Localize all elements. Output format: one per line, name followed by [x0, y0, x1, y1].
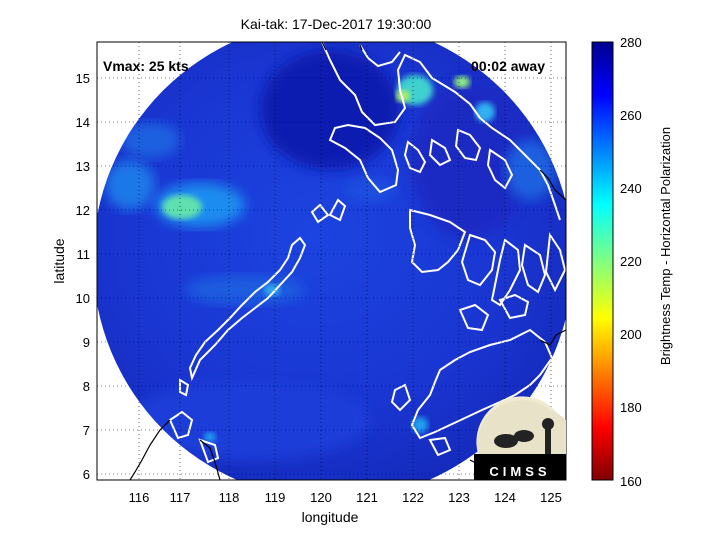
y-tick-label: 15 [76, 71, 90, 86]
x-tick-labels: 116 117 118 119 120 121 122 123 124 125 [129, 490, 562, 505]
y-tick-labels: 6 7 8 9 10 11 12 13 14 15 [76, 71, 90, 482]
colorbar-tick-label: 200 [620, 327, 642, 342]
y-tick-label: 8 [83, 379, 90, 394]
colorbar-tick-label: 280 [620, 35, 642, 50]
y-tick-label: 14 [76, 115, 90, 130]
coastlines-inside-swath [168, 42, 566, 464]
brightness-temperature-field [97, 42, 566, 480]
x-tick-label: 117 [170, 490, 191, 505]
x-axis-label: longitude [302, 509, 359, 525]
colorbar: 280 260 240 220 200 180 160 Brightness T… [591, 35, 673, 489]
time-away-label: 00:02 away [471, 58, 545, 74]
x-tick-label: 125 [540, 490, 562, 505]
colorbar-gradient [591, 41, 614, 481]
x-tick-label: 118 [219, 490, 240, 505]
x-tick-label: 124 [494, 490, 516, 505]
vmax-label: Vmax: 25 kts [103, 58, 189, 74]
colorbar-tick-label: 240 [620, 181, 642, 196]
y-tick-label: 11 [77, 247, 91, 262]
y-tick-label: 12 [76, 203, 90, 218]
x-tick-label: 119 [265, 490, 286, 505]
x-tick-label: 123 [448, 490, 470, 505]
colorbar-tick-label: 260 [620, 108, 642, 123]
colorbar-tick-label: 160 [620, 474, 642, 489]
x-tick-label: 116 [129, 490, 150, 505]
axes-frame [96, 41, 567, 481]
colorbar-tick-label: 180 [620, 400, 642, 415]
x-tick-label: 120 [310, 490, 332, 505]
x-tick-label: 121 [356, 490, 378, 505]
y-tick-label: 6 [83, 467, 90, 482]
y-tick-label: 9 [83, 335, 90, 350]
y-tick-label: 13 [76, 159, 90, 174]
colorbar-tick-label: 220 [620, 254, 642, 269]
y-axis-label: latitude [51, 238, 67, 283]
x-tick-label: 122 [402, 490, 424, 505]
cimss-logo: CIMSS [474, 396, 566, 480]
chart-title: Kai-tak: 17-Dec-2017 19:30:00 [241, 16, 432, 32]
colorbar-label: Brightness Temp - Horizontal Polarizatio… [658, 127, 673, 365]
y-tick-label: 7 [83, 423, 90, 438]
y-tick-label: 10 [76, 291, 90, 306]
plot-area [97, 42, 566, 480]
cimss-logo-text: CIMSS [489, 464, 550, 479]
